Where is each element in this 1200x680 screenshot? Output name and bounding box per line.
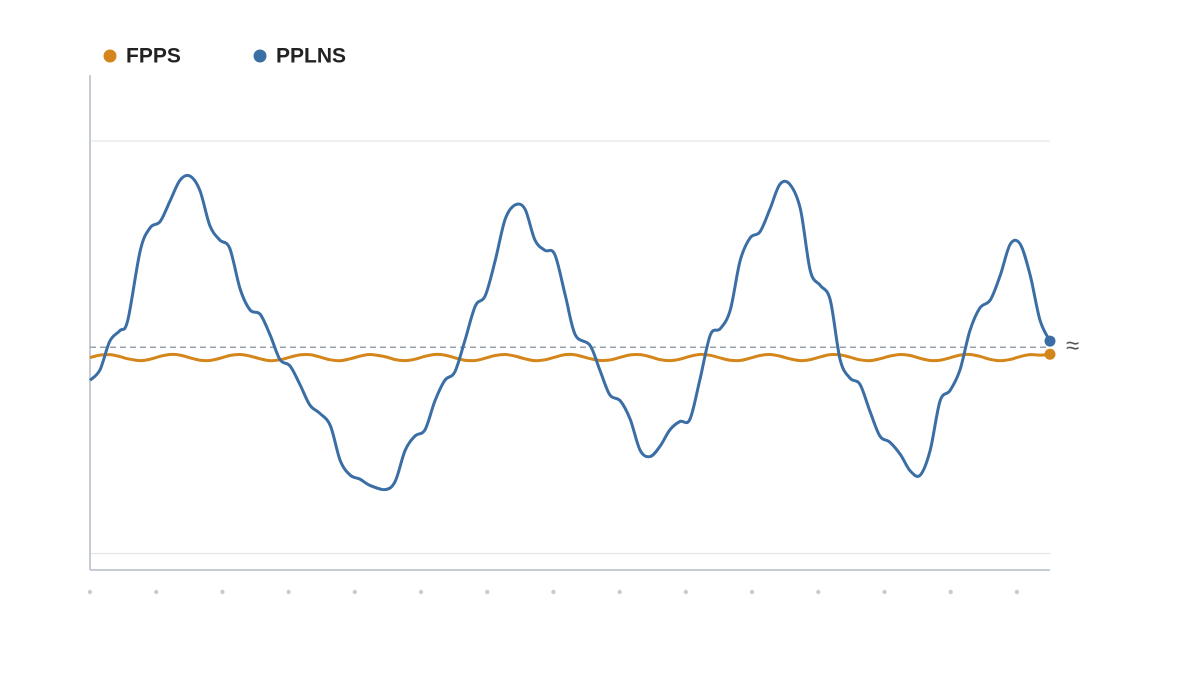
series-line <box>88 173 1052 492</box>
x-tick-dot <box>683 589 689 595</box>
x-tick-dot <box>948 589 953 595</box>
legend-label: FPPS <box>126 45 181 68</box>
x-tick-dot <box>749 589 755 595</box>
x-tick-dot <box>551 589 556 595</box>
legend-dot <box>253 49 267 63</box>
legend-dot <box>103 49 117 63</box>
x-tick-dot <box>154 589 159 595</box>
x-tick-dot <box>816 589 821 595</box>
x-tick-dot <box>418 589 424 595</box>
series-line <box>89 352 1051 363</box>
x-tick-dot <box>220 589 225 595</box>
end-point <box>1044 348 1056 360</box>
x-tick-dot <box>352 589 358 595</box>
annotation: ≈ <box>1066 333 1079 360</box>
x-tick-dot <box>485 589 490 595</box>
x-tick-dot <box>87 589 93 595</box>
x-tick-dot <box>1014 589 1020 595</box>
x-tick-dot <box>617 589 622 595</box>
x-tick-dot <box>882 589 887 595</box>
legend-label: PPLNS <box>276 45 346 68</box>
x-tick-dot <box>286 589 291 595</box>
end-point <box>1044 335 1056 347</box>
